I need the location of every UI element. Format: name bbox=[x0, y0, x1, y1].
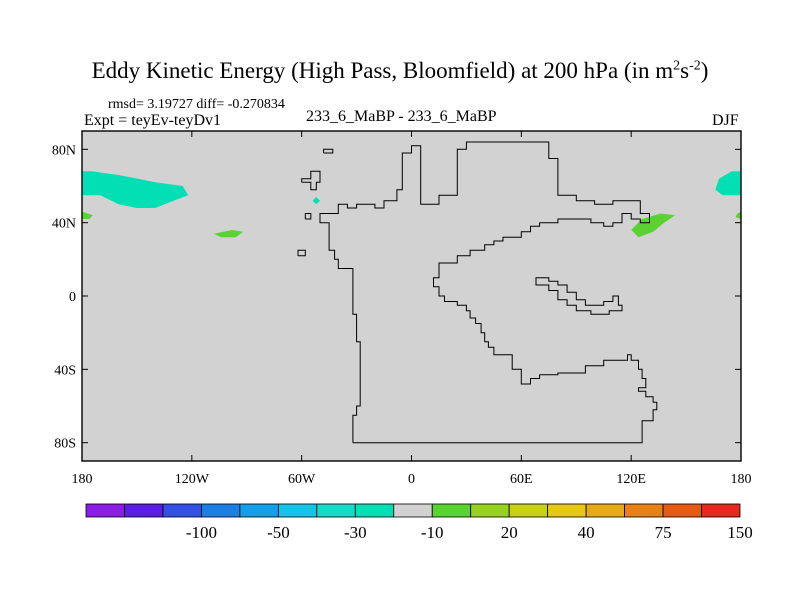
field-patch-2 bbox=[312, 197, 320, 205]
field-patch-0 bbox=[82, 171, 189, 208]
colorbar-box-12 bbox=[547, 503, 587, 518]
colorbar bbox=[85, 503, 741, 518]
colorbar-labels: -100 -50 -30 -10 20 40 75 150 bbox=[186, 523, 753, 542]
continent-outlines bbox=[297, 141, 658, 444]
field-patch-6 bbox=[631, 213, 676, 238]
plot-title: Eddy Kinetic Energy (High Pass, Bloomfie… bbox=[91, 58, 709, 83]
colorbar-box-8 bbox=[393, 503, 433, 518]
colorbar-label-1: -50 bbox=[267, 523, 290, 542]
season-label: DJF bbox=[712, 112, 739, 129]
outline-main bbox=[319, 141, 658, 444]
colorbar-box-7 bbox=[354, 503, 395, 518]
x-tick-label-4: 60E bbox=[510, 472, 533, 487]
colorbar-box-6 bbox=[316, 503, 356, 518]
field-patches bbox=[82, 171, 741, 238]
colorbar-box-5 bbox=[277, 503, 318, 518]
y-tick-label-0: 80N bbox=[52, 143, 76, 158]
experiment-label: Expt = teyEv-teyDv1 bbox=[84, 112, 221, 129]
colorbar-box-16 bbox=[701, 503, 741, 518]
colorbar-box-15 bbox=[662, 503, 702, 518]
colorbar-label-2: -30 bbox=[344, 523, 367, 542]
outline-island-3 bbox=[297, 249, 306, 257]
colorbar-box-4 bbox=[239, 503, 279, 518]
stats-text: rmsd= 3.19727 diff= -0.270834 bbox=[108, 97, 285, 112]
colorbar-box-13 bbox=[585, 503, 625, 518]
field-patch-5 bbox=[213, 230, 244, 238]
outline-island-2 bbox=[304, 213, 312, 220]
outline-island-1 bbox=[301, 170, 321, 191]
experiment-subtitle: 233_6_MaBP - 233_6_MaBP bbox=[306, 108, 497, 125]
y-tick-label-2: 0 bbox=[69, 290, 76, 305]
colorbar-box-10 bbox=[470, 503, 510, 518]
colorbar-label-6: 75 bbox=[655, 523, 672, 542]
colorbar-label-7: 150 bbox=[727, 523, 753, 542]
y-tick-label-4: 80S bbox=[54, 437, 76, 452]
colorbar-box-9 bbox=[431, 503, 472, 518]
colorbar-label-4: 20 bbox=[501, 523, 518, 542]
colorbar-box-3 bbox=[201, 503, 241, 518]
y-tick-label-3: 40S bbox=[54, 363, 76, 378]
x-tick-label-5: 120E bbox=[616, 472, 646, 487]
outline-island-0 bbox=[323, 148, 334, 154]
axis-ticks bbox=[81, 131, 742, 461]
x-tick-label-3: 0 bbox=[408, 472, 415, 487]
y-tick-label-1: 40N bbox=[52, 217, 76, 232]
outline-inner bbox=[535, 277, 623, 315]
colorbar-label-5: 40 bbox=[578, 523, 595, 542]
colorbar-box-1 bbox=[124, 503, 164, 518]
x-tick-label-2: 60W bbox=[288, 472, 316, 487]
colorbar-box-14 bbox=[624, 503, 664, 518]
x-tick-label-6: 180 bbox=[731, 472, 752, 487]
x-tick-label-1: 120W bbox=[175, 472, 210, 487]
colorbar-label-3: -10 bbox=[421, 523, 444, 542]
x-tick-label-0: 180 bbox=[72, 472, 93, 487]
colorbar-label-0: -100 bbox=[186, 523, 217, 542]
field-patch-4 bbox=[735, 211, 741, 219]
colorbar-box-11 bbox=[508, 503, 549, 518]
field-patch-1 bbox=[715, 171, 741, 196]
field-patch-3 bbox=[82, 211, 93, 219]
axis-tick-labels: 80N 40N 0 40S 80S 180 120W 60W 0 60E 120E 180 bbox=[52, 143, 752, 487]
colorbar-box-0 bbox=[85, 503, 125, 518]
map-background bbox=[82, 131, 741, 461]
colorbar-box-2 bbox=[162, 503, 202, 518]
